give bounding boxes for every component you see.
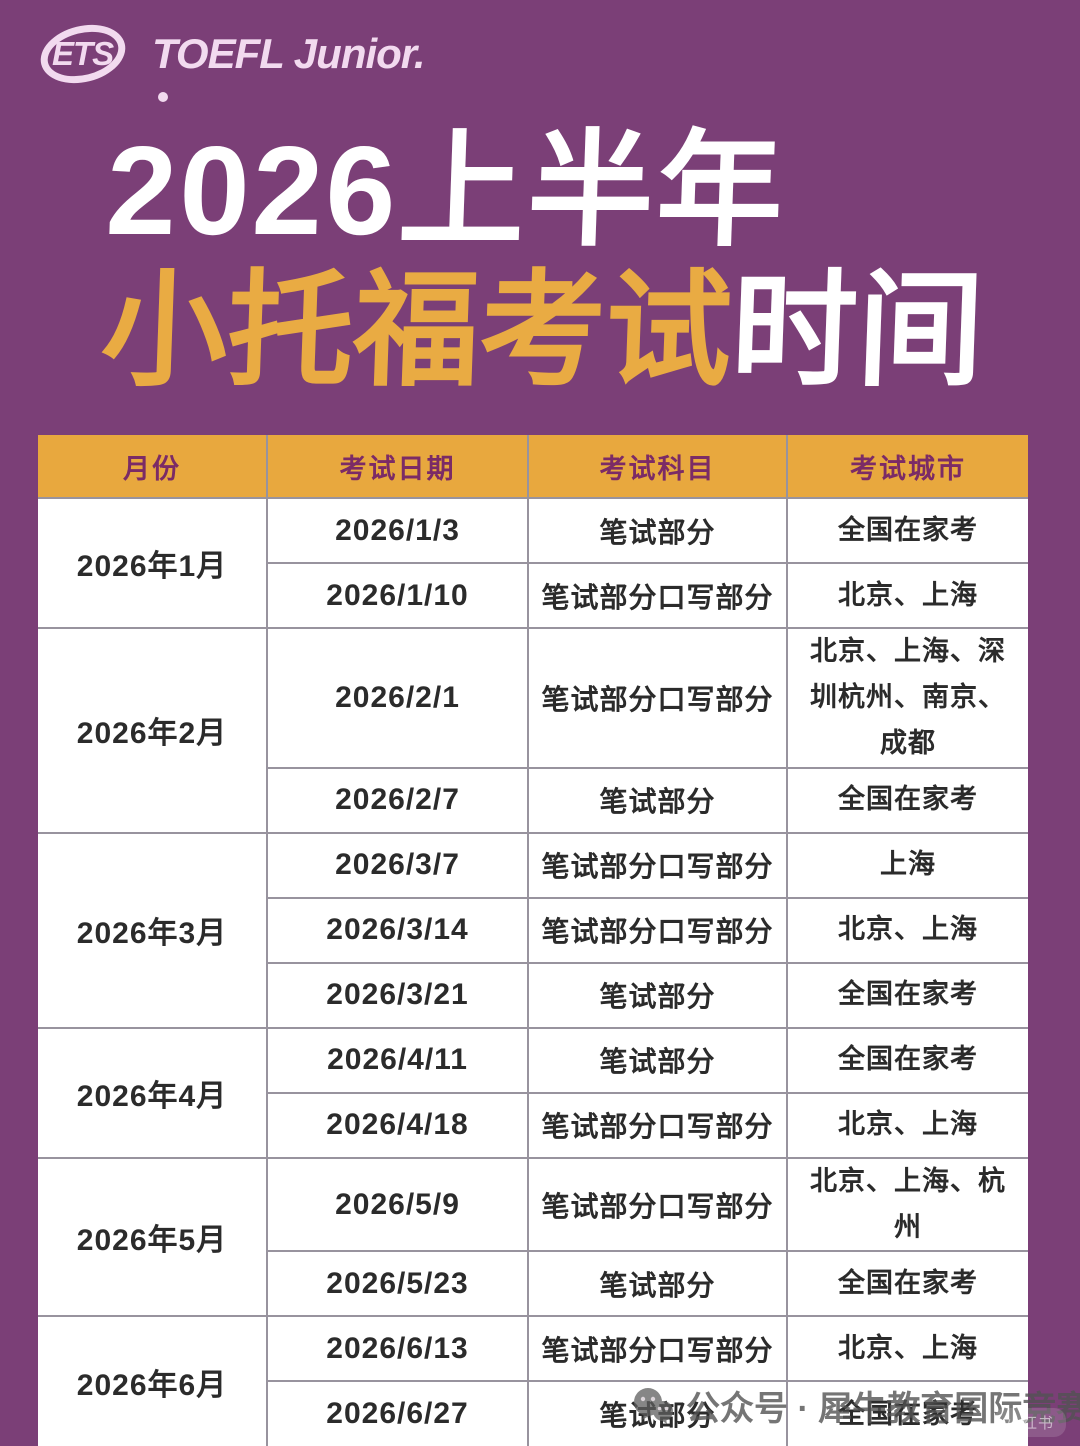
month-cell: 2026年5月 <box>37 1156 268 1318</box>
ets-toefl-junior-logo: ETS TOEFL Junior. <box>34 16 425 102</box>
subject-cell: 笔试部分口写部分 <box>527 831 788 899</box>
city-cell: 上海 <box>786 831 1029 899</box>
watermark-label: 公众号 · 犀牛教育国际竞赛 <box>686 1390 1080 1428</box>
exam-schedule-table: 月份 考试日期 考试科目 考试城市 2026年1月 2026/1/3 笔试部分 … <box>37 434 1029 1446</box>
city-cell: 北京、上海 <box>786 896 1029 964</box>
wechat-watermark: 公众号 · 犀牛教育国际竞赛 <box>632 1381 1080 1430</box>
date-cell: 2026/3/21 <box>266 961 529 1029</box>
subject-cell: 笔试部分 <box>527 497 788 564</box>
subject-cell: 笔试部分 <box>527 766 788 834</box>
subject-cell: 笔试部分 <box>527 1250 788 1318</box>
date-cell: 2026/2/7 <box>266 766 529 834</box>
month-cell: 2026年4月 <box>37 1026 268 1159</box>
subject-cell: 笔试部分口写部分 <box>527 1315 788 1383</box>
table-row: 2026年5月 2026/5/9 笔试部分口写部分 北京、上海、杭州 <box>37 1156 1029 1318</box>
date-cell: 2026/5/23 <box>266 1250 529 1318</box>
table-row: 2026/3/14 笔试部分口写部分 北京、上海 <box>38 896 1029 964</box>
ets-logo-dot <box>158 92 168 102</box>
month-cell: 2026年6月 <box>37 1315 268 1446</box>
table-row: 2026/3/21 笔试部分 全国在家考 <box>38 961 1029 1029</box>
table-row: 2026年6月 2026/6/13 笔试部分口写部分 北京、上海 <box>37 1315 1029 1446</box>
title-line1: 2026上半年 <box>104 120 789 261</box>
date-cell: 2026/5/9 <box>266 1156 529 1253</box>
table-row: 2026年2月 2026/2/1 笔试部分口写部分 北京、上海、深圳杭州、南京、… <box>37 627 1029 834</box>
subject-cell: 笔试部分口写部分 <box>527 627 788 769</box>
date-cell: 2026/3/7 <box>266 831 529 899</box>
title-line2: 小托福考试时间 <box>99 260 986 401</box>
title-line2-rest: 时间 <box>729 260 987 401</box>
header-subject: 考试科目 <box>527 434 788 499</box>
brand-name: TOEFL Junior. <box>152 30 425 77</box>
title-line2-highlight: 小托福考试 <box>99 260 735 401</box>
subject-cell: 笔试部分口写部分 <box>527 562 788 629</box>
date-cell: 2026/1/10 <box>266 562 529 629</box>
table-row: 2026/2/7 笔试部分 全国在家考 <box>38 766 1029 834</box>
date-cell: 2026/3/14 <box>266 896 529 964</box>
city-cell: 全国在家考 <box>786 1380 1029 1446</box>
city-cell: 全国在家考 <box>786 766 1029 834</box>
table-row: 2026/4/18 笔试部分口写部分 北京、上海 <box>38 1091 1029 1159</box>
city-cell: 全国在家考 <box>786 1026 1029 1094</box>
date-cell: 2026/2/1 <box>266 627 529 769</box>
month-cell: 2026年2月 <box>37 627 268 834</box>
table-header-row: 月份 考试日期 考试科目 考试城市 <box>37 434 1029 499</box>
city-cell: 北京、上海、杭州 <box>786 1156 1029 1253</box>
date-cell: 2026/4/11 <box>266 1026 529 1094</box>
subject-cell: 笔试部分口写部分 <box>527 1156 788 1253</box>
date-cell: 2026/1/3 <box>266 497 529 564</box>
city-cell: 北京、上海 <box>786 562 1029 629</box>
month-cell: 2026年3月 <box>37 831 268 1029</box>
date-cell: 2026/6/13 <box>266 1315 529 1383</box>
table-row: 2026年3月 2026/3/7 笔试部分口写部分 上海 <box>37 831 1029 1029</box>
header-city: 考试城市 <box>786 434 1029 499</box>
header-month: 月份 <box>37 434 268 499</box>
header-date: 考试日期 <box>266 434 529 499</box>
ets-logo-text: ETS <box>52 35 114 72</box>
subject-cell: 笔试部分 <box>527 961 788 1029</box>
subject-cell: 笔试部分 <box>527 1026 788 1094</box>
month-cell: 2026年1月 <box>37 497 268 629</box>
table-row: 2026/5/23 笔试部分 全国在家考 <box>38 1250 1029 1318</box>
subject-cell: 笔试部分口写部分 <box>527 1091 788 1159</box>
city-cell: 全国在家考 <box>786 497 1029 564</box>
city-cell: 全国在家考 <box>786 961 1029 1029</box>
table-row: 2026年1月 2026/1/3 笔试部分 全国在家考 <box>37 497 1029 629</box>
subject-cell: 笔试部分口写部分 <box>527 896 788 964</box>
table-row: 2026年4月 2026/4/11 笔试部分 全国在家考 <box>37 1026 1029 1159</box>
city-cell: 北京、上海 <box>786 1315 1029 1383</box>
wechat-icon <box>634 1387 673 1424</box>
date-cell: 2026/6/27 <box>266 1380 529 1446</box>
poster-title: 2026上半年 小托福考试时间 <box>99 120 990 401</box>
city-cell: 北京、上海、深圳杭州、南京、成都 <box>786 627 1029 769</box>
date-cell: 2026/4/18 <box>266 1091 529 1159</box>
table-row: 2026/1/10 笔试部分口写部分 北京、上海 <box>38 562 1029 629</box>
city-cell: 北京、上海 <box>786 1091 1029 1159</box>
ets-oval-icon: ETS <box>34 16 132 92</box>
xiaohongshu-badge: 小红书 <box>993 1408 1066 1437</box>
city-cell: 全国在家考 <box>786 1250 1029 1318</box>
